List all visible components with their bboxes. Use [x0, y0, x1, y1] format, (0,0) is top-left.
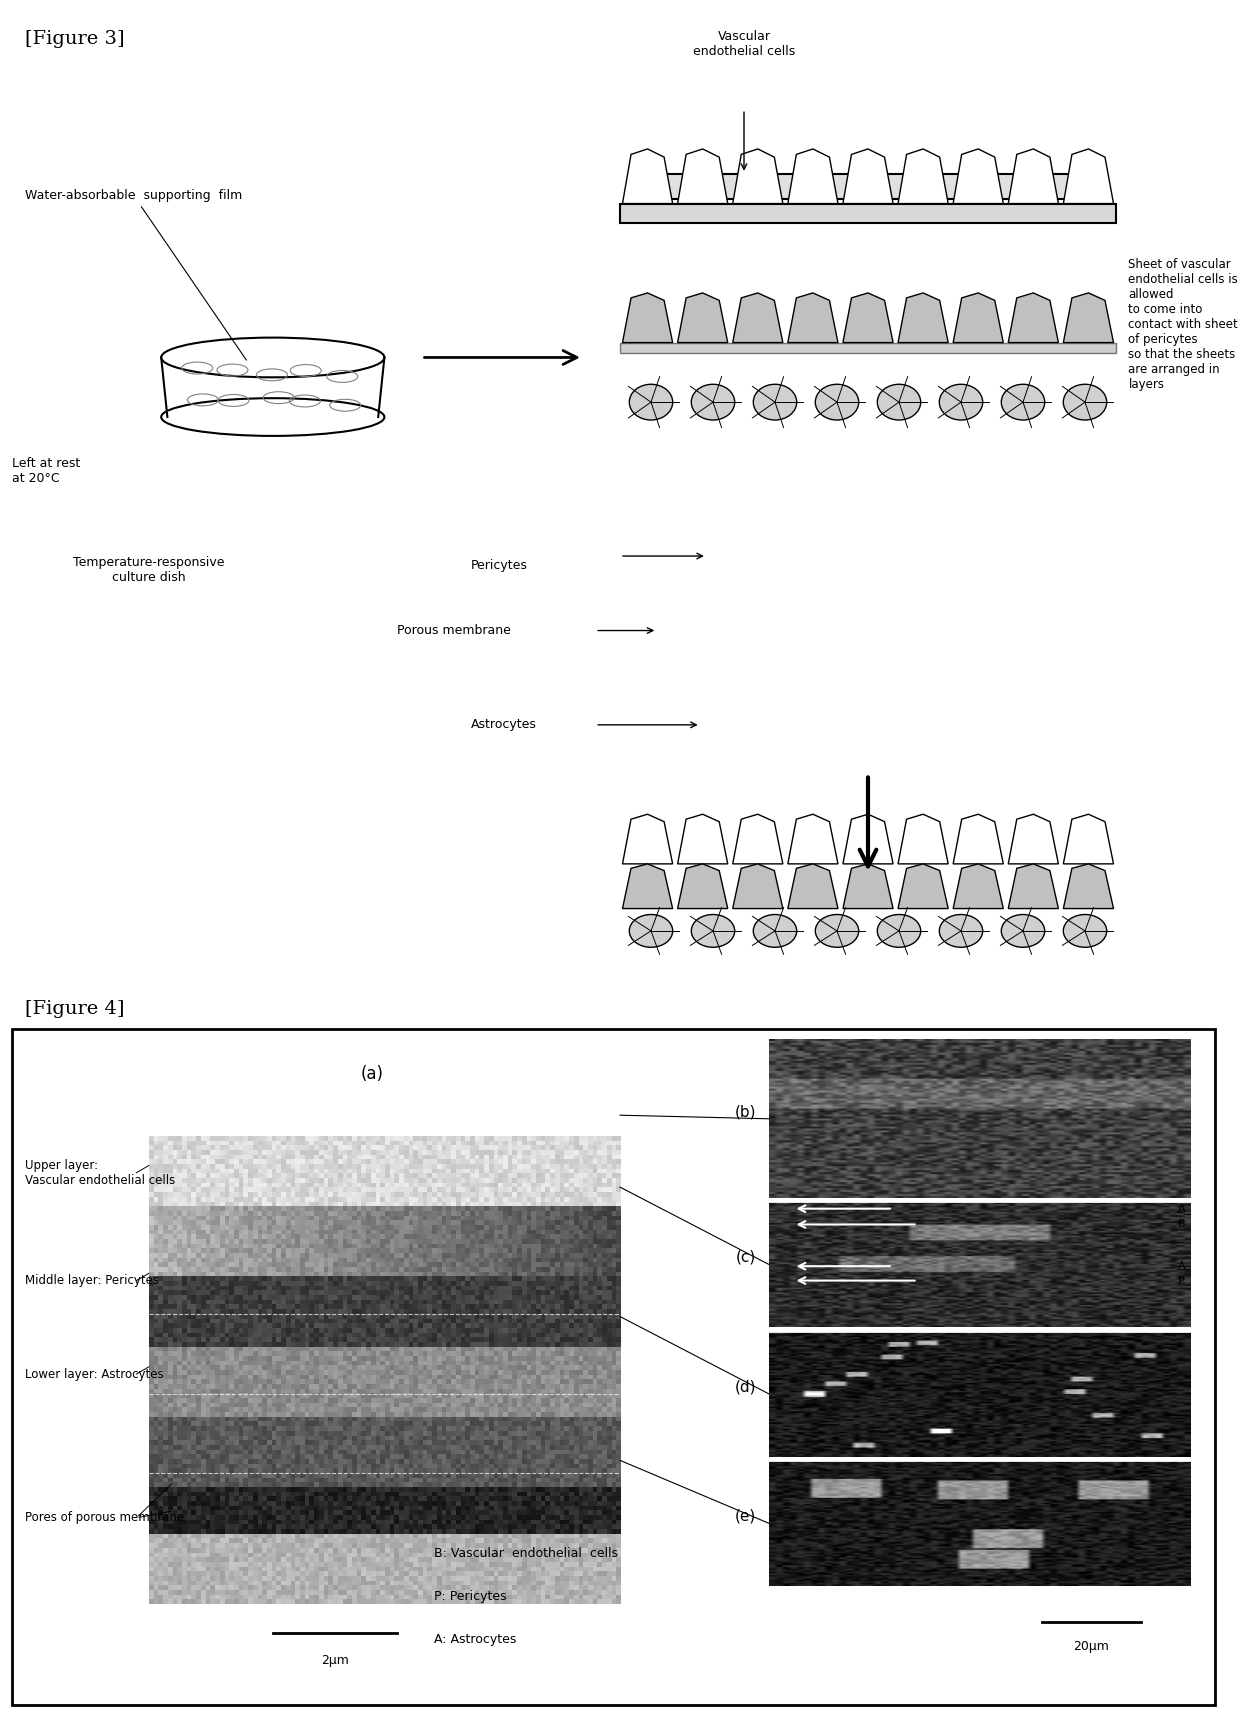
Polygon shape	[843, 815, 893, 865]
Text: Lower layer: Astrocytes: Lower layer: Astrocytes	[25, 1368, 164, 1380]
Bar	[620, 342, 1116, 353]
Ellipse shape	[629, 914, 672, 947]
Polygon shape	[733, 293, 782, 342]
Polygon shape	[898, 815, 949, 865]
Polygon shape	[733, 149, 782, 204]
Polygon shape	[954, 149, 1003, 204]
Text: Sheet of vascular endothelial cells is allowed
to come into contact with sheet o: Sheet of vascular endothelial cells is a…	[1128, 259, 1239, 390]
Polygon shape	[898, 293, 949, 342]
Ellipse shape	[1002, 383, 1044, 419]
Text: Pericytes: Pericytes	[471, 560, 528, 572]
Text: Pores of porous membrane: Pores of porous membrane	[25, 1512, 184, 1524]
Text: 20μm: 20μm	[1074, 1640, 1109, 1654]
Text: A: Astrocytes: A: Astrocytes	[434, 1633, 516, 1645]
Text: Middle layer: Pericytes: Middle layer: Pericytes	[25, 1274, 159, 1287]
Ellipse shape	[816, 383, 858, 419]
Polygon shape	[954, 815, 1003, 865]
Ellipse shape	[878, 914, 920, 947]
Text: P: Pericytes: P: Pericytes	[434, 1590, 507, 1602]
Ellipse shape	[940, 383, 982, 419]
Polygon shape	[787, 149, 838, 204]
Text: 2μm: 2μm	[321, 1654, 348, 1667]
Polygon shape	[1008, 293, 1059, 342]
Text: Porous membrane: Porous membrane	[397, 625, 511, 637]
Polygon shape	[733, 865, 782, 909]
Text: Upper layer:
Vascular endothelial cells: Upper layer: Vascular endothelial cells	[25, 1159, 175, 1186]
Polygon shape	[677, 293, 728, 342]
Polygon shape	[677, 865, 728, 909]
Ellipse shape	[1064, 383, 1107, 419]
Ellipse shape	[692, 914, 735, 947]
Polygon shape	[843, 865, 893, 909]
Polygon shape	[622, 865, 672, 909]
Text: (c): (c)	[737, 1250, 756, 1265]
Polygon shape	[787, 815, 838, 865]
Text: B: Vascular  endothelial  cells: B: Vascular endothelial cells	[434, 1546, 618, 1560]
Polygon shape	[843, 149, 893, 204]
Text: (b): (b)	[735, 1104, 756, 1120]
Ellipse shape	[629, 383, 672, 419]
FancyBboxPatch shape	[12, 1029, 1215, 1705]
Polygon shape	[622, 293, 672, 342]
Text: [Figure 4]: [Figure 4]	[25, 1000, 124, 1019]
Text: Vascular
endothelial cells: Vascular endothelial cells	[693, 29, 795, 58]
Polygon shape	[787, 865, 838, 909]
Polygon shape	[622, 815, 672, 865]
Text: (e): (e)	[735, 1508, 756, 1524]
Polygon shape	[1008, 865, 1059, 909]
Polygon shape	[677, 149, 728, 204]
Text: P: P	[1178, 1275, 1184, 1286]
Text: [Figure 3]: [Figure 3]	[25, 29, 124, 48]
Text: B: B	[1178, 1219, 1185, 1229]
Polygon shape	[898, 865, 949, 909]
Bar	[620, 204, 1116, 224]
Polygon shape	[1008, 815, 1059, 865]
Polygon shape	[733, 815, 782, 865]
Polygon shape	[1008, 149, 1059, 204]
Polygon shape	[1064, 149, 1114, 204]
Text: Temperature-responsive
culture dish: Temperature-responsive culture dish	[73, 556, 224, 584]
Text: A: A	[1178, 1204, 1185, 1214]
Text: (a): (a)	[361, 1065, 383, 1084]
Bar	[632, 175, 1104, 199]
Polygon shape	[622, 149, 672, 204]
Polygon shape	[1064, 815, 1114, 865]
Text: Left at rest
at 20°C: Left at rest at 20°C	[12, 457, 81, 484]
Ellipse shape	[753, 914, 797, 947]
Polygon shape	[898, 149, 949, 204]
Ellipse shape	[753, 383, 797, 419]
Ellipse shape	[940, 914, 982, 947]
Text: (d): (d)	[735, 1380, 756, 1394]
Polygon shape	[1064, 865, 1114, 909]
Ellipse shape	[1064, 914, 1107, 947]
Polygon shape	[843, 293, 893, 342]
Polygon shape	[677, 815, 728, 865]
Ellipse shape	[878, 383, 920, 419]
Ellipse shape	[692, 383, 735, 419]
Polygon shape	[954, 865, 1003, 909]
Text: A: A	[1178, 1262, 1185, 1272]
Polygon shape	[954, 293, 1003, 342]
Text: Astrocytes: Astrocytes	[471, 719, 537, 731]
Polygon shape	[787, 293, 838, 342]
Ellipse shape	[816, 914, 858, 947]
Text: Water-absorbable  supporting  film: Water-absorbable supporting film	[25, 188, 247, 360]
Polygon shape	[1064, 293, 1114, 342]
Ellipse shape	[1002, 914, 1044, 947]
